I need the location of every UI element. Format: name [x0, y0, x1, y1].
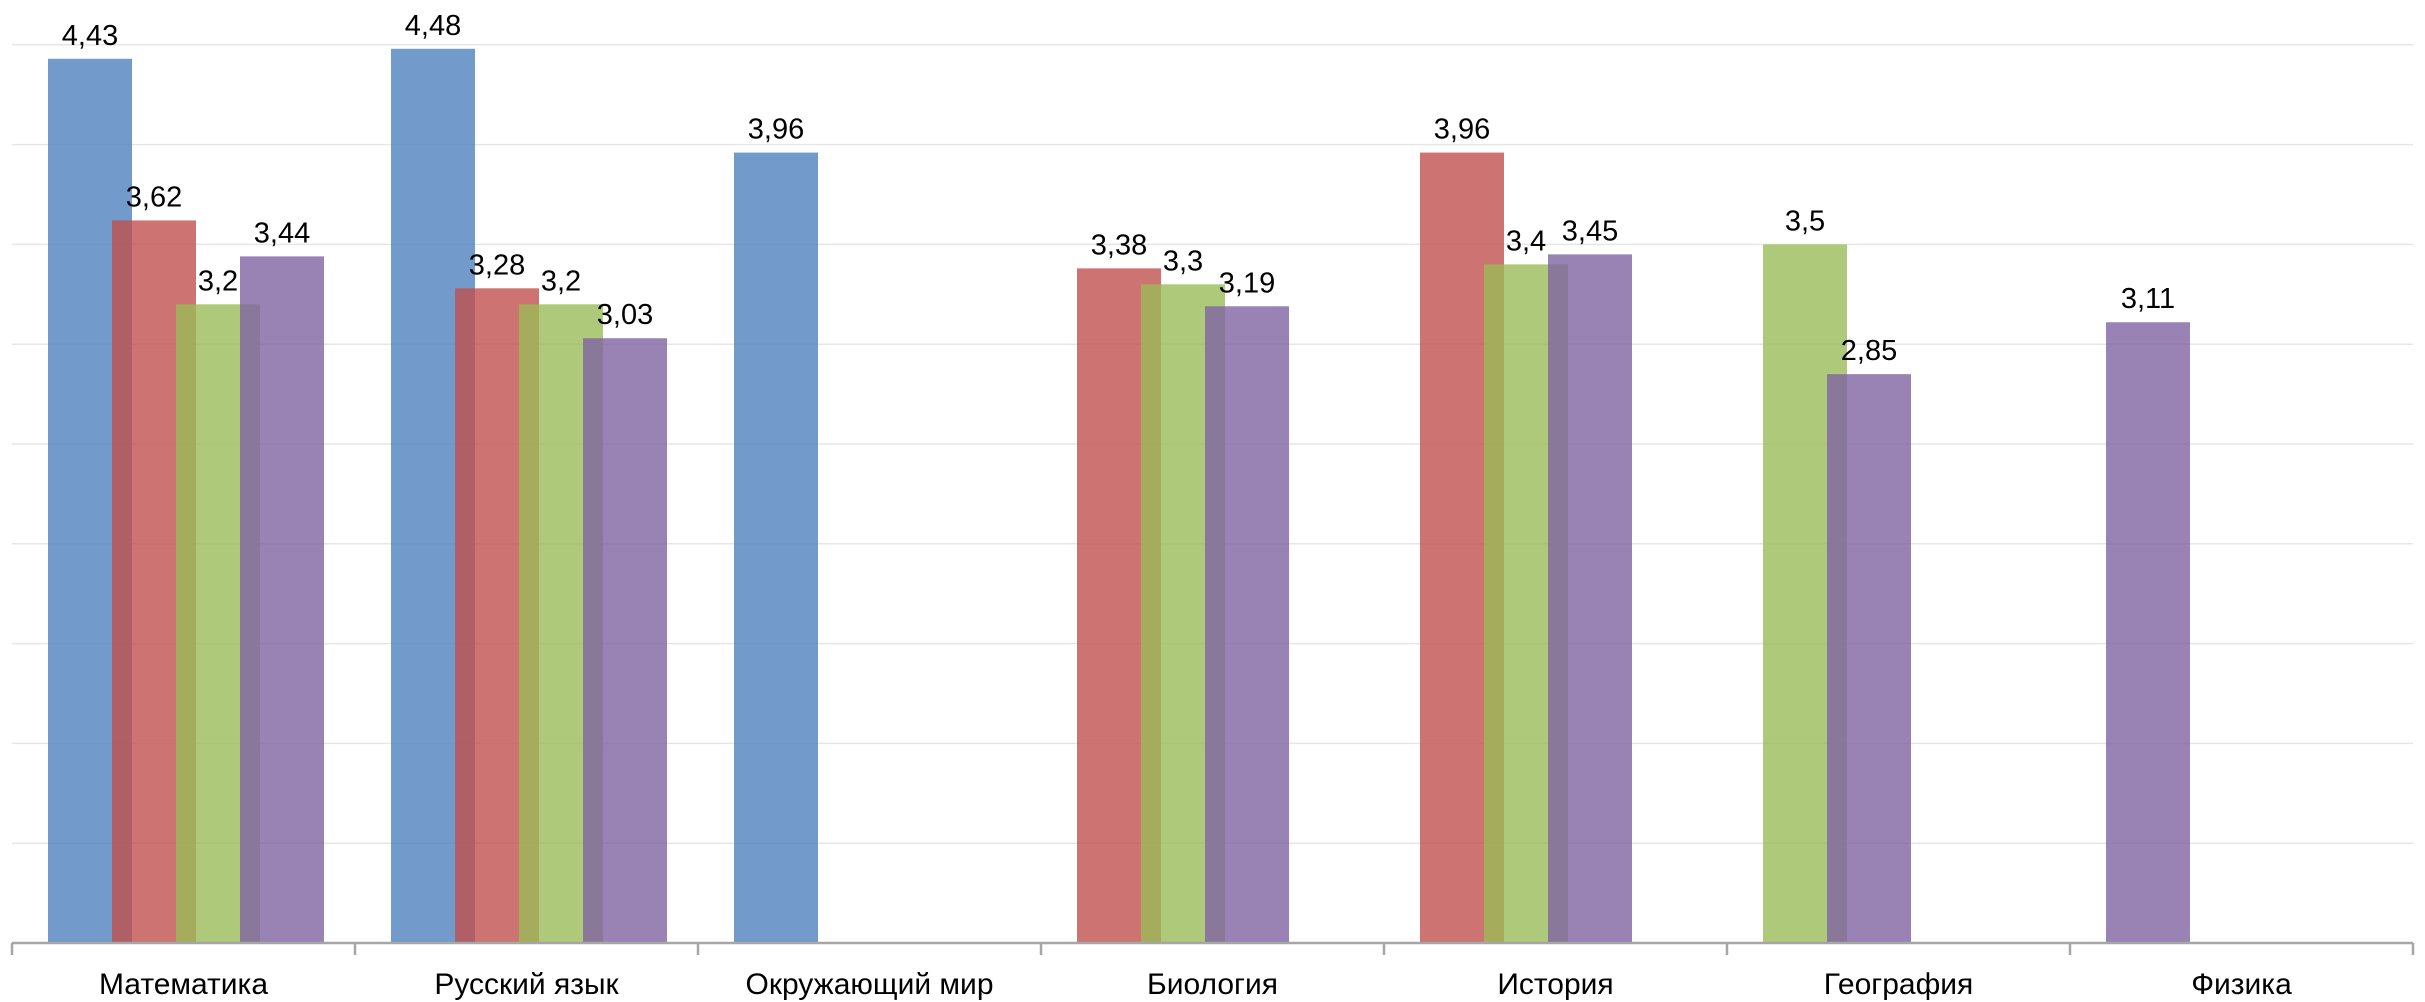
data-label: 3,2 — [541, 265, 581, 297]
x-axis: Математика Русский язык Окружающий мир Биол… — [10, 941, 2415, 1001]
data-labels: 4,43 3,62 3,2 3,44 4,48 3,28 3,2 3,03 3,96 3,38 3,… — [62, 10, 2175, 367]
data-label: 3,62 — [126, 181, 182, 213]
x-tick-label: Математика — [99, 968, 268, 1001]
data-label: 3,28 — [469, 249, 525, 281]
data-label: 2,85 — [1841, 335, 1897, 367]
data-label: 3,2 — [198, 265, 238, 297]
bar — [734, 152, 818, 944]
data-label: 3,11 — [2121, 283, 2175, 315]
x-tick-label: Русский язык — [434, 968, 619, 1001]
data-label: 4,48 — [405, 10, 461, 42]
x-tick-label: Биология — [1147, 968, 1278, 1001]
data-label: 3,4 — [1506, 225, 1546, 257]
x-tick-label: История — [1497, 968, 1613, 1001]
x-tick-label: География — [1824, 968, 1974, 1001]
bars — [48, 48, 2190, 944]
data-label: 4,43 — [62, 20, 118, 52]
bar — [240, 256, 324, 944]
data-label: 3,96 — [1434, 114, 1490, 146]
bar — [1827, 374, 1911, 943]
bar — [2106, 322, 2190, 943]
data-label: 3,44 — [254, 217, 310, 249]
bar — [1205, 306, 1289, 943]
data-label: 3,19 — [1219, 267, 1275, 299]
data-label: 3,5 — [1785, 205, 1825, 237]
data-label: 3,3 — [1163, 245, 1203, 277]
data-label: 3,38 — [1091, 229, 1147, 261]
data-label: 3,03 — [597, 299, 653, 331]
x-tick-label: Физика — [2191, 968, 2292, 1001]
data-label: 3,45 — [1562, 215, 1618, 247]
bar — [583, 338, 667, 943]
bar — [1548, 254, 1632, 943]
data-label: 3,96 — [748, 114, 804, 146]
x-tick-label: Окружающий мир — [746, 968, 994, 1001]
